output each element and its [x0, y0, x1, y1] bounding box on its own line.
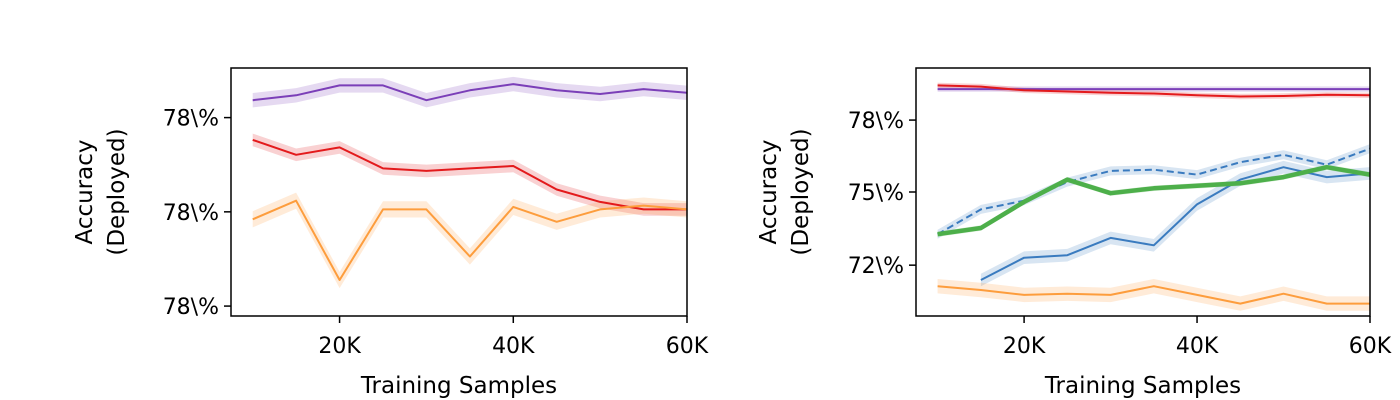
left-chart: 20K 40K 60K 78\% 78\% 78\% Training Samples Acc… [72, 67, 709, 399]
plot-area [937, 82, 1370, 311]
x-axis-label: Training Samples [1044, 373, 1241, 399]
right-chart: 20K 40K 60K 78\% 75\% 72\% Training Samples Acc… [756, 67, 1392, 399]
x-axis-label: Training Samples [360, 373, 557, 399]
x-tick-label: 40K [492, 334, 535, 359]
x-tick-label: 60K [666, 334, 709, 359]
y-axis-label: Accuracy (Deployed) [756, 128, 814, 255]
x-tick-label: 20K [1003, 334, 1046, 359]
y-tick-label: 78\% [848, 109, 904, 134]
series-2-line [252, 199, 687, 281]
series-1-line [937, 84, 1370, 98]
series-1-line [252, 138, 687, 211]
y-tick-label: 78\% [163, 107, 219, 132]
x-tick-label: 60K [1349, 334, 1392, 359]
y-axis-label-line: Accuracy [756, 139, 782, 244]
series-4-line [937, 164, 1370, 237]
y-tick-label: 72\% [848, 254, 904, 279]
y-axis-label-line: (Deployed) [104, 128, 130, 255]
y-tick-label: 75\% [848, 181, 904, 206]
y-tick-label: 78\% [163, 201, 219, 226]
x-tick-label: 40K [1176, 334, 1219, 359]
series-5-band [937, 279, 1370, 311]
y-axis-label-line: Accuracy [72, 139, 98, 244]
plot-area [252, 76, 687, 289]
series-2-band [937, 144, 1370, 239]
series-4-band [937, 164, 1370, 237]
series-1-band [937, 82, 1370, 100]
y-axis-label-line: (Deployed) [788, 128, 814, 255]
y-axis-label: Accuracy (Deployed) [72, 128, 130, 255]
series-5-line [937, 285, 1370, 305]
x-tick-label: 20K [318, 334, 361, 359]
series-0-line [252, 83, 687, 102]
axes-frame [230, 67, 688, 317]
series-2-line [937, 147, 1370, 236]
y-tick-label: 78\% [163, 295, 219, 320]
